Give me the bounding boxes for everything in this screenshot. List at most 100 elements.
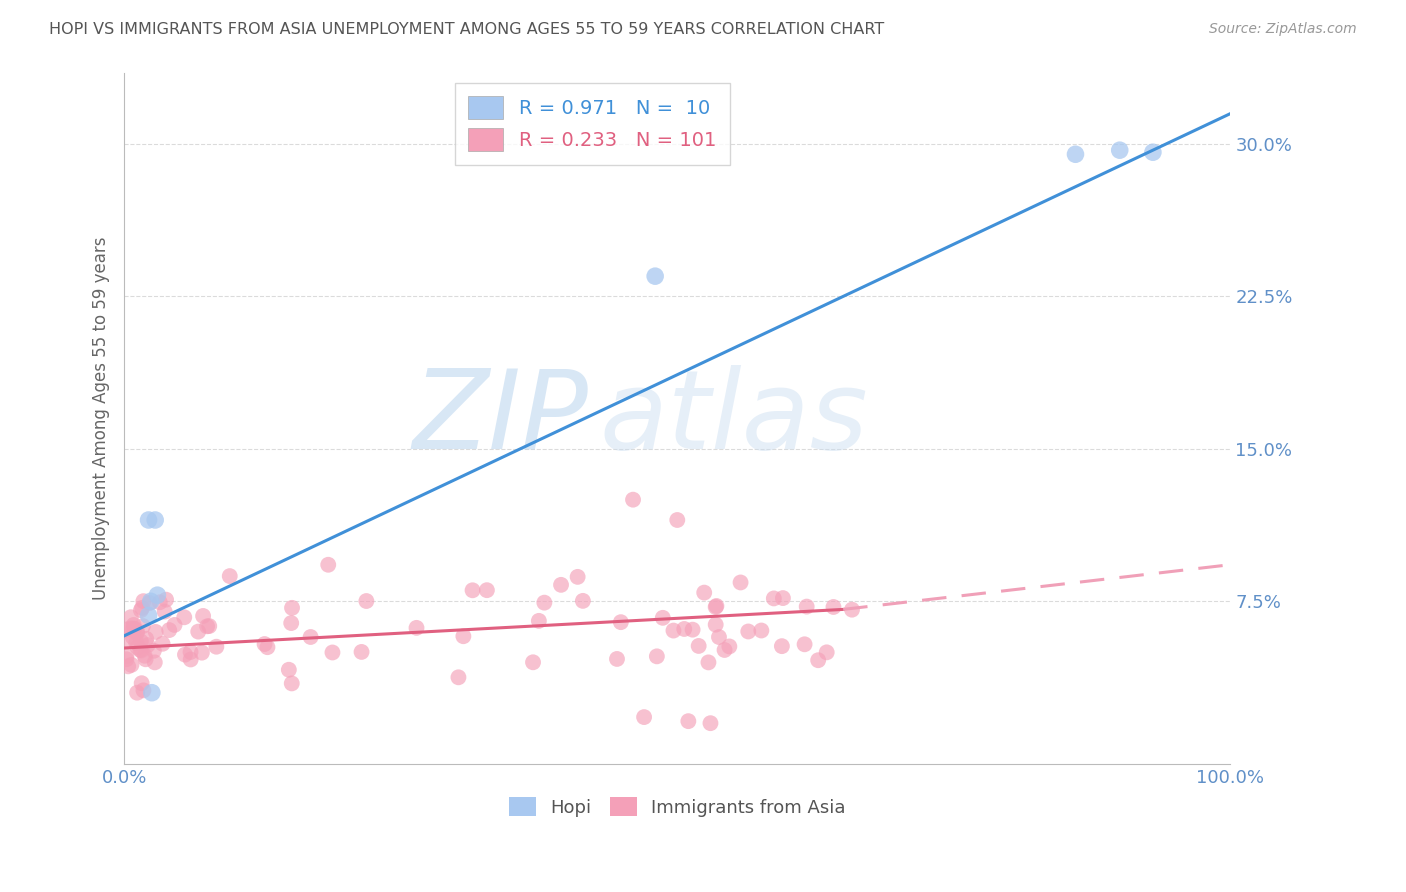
Point (135, 652, 157, 666)
Text: ZIP: ZIP (413, 365, 589, 472)
Point (138, 608, 160, 623)
Point (115, 652, 138, 666)
Point (138, 513, 160, 527)
Point (356, 594, 378, 608)
Point (645, 649, 668, 664)
Point (704, 617, 727, 632)
Point (533, 596, 555, 610)
Point (256, 640, 278, 655)
Point (132, 619, 155, 633)
Point (693, 585, 716, 599)
Text: atlas: atlas (600, 365, 869, 472)
Point (135, 632, 157, 646)
Point (134, 648, 156, 663)
Point (136, 638, 159, 652)
Point (174, 648, 197, 662)
Point (550, 578, 572, 592)
Point (143, 513, 166, 527)
Point (823, 599, 845, 614)
Point (132, 594, 155, 608)
Point (198, 619, 221, 633)
Point (706, 599, 728, 613)
Point (699, 716, 721, 731)
Point (129, 603, 152, 617)
Point (138, 596, 160, 610)
Point (143, 656, 166, 670)
Point (129, 634, 152, 648)
Point (751, 624, 773, 638)
Point (673, 622, 696, 636)
Point (730, 575, 752, 590)
Point (124, 622, 146, 636)
Point (141, 686, 163, 700)
Point (191, 609, 214, 624)
Point (606, 652, 628, 666)
Point (1108, 143, 1130, 157)
Point (316, 558, 339, 572)
Point (152, 637, 174, 651)
Point (666, 513, 689, 527)
Point (762, 591, 785, 606)
Point (707, 630, 730, 644)
Point (567, 570, 589, 584)
Point (117, 659, 139, 673)
Point (718, 640, 741, 654)
Point (572, 594, 595, 608)
Text: HOPI VS IMMIGRANTS FROM ASIA UNEMPLOYMENT AMONG AGES 55 TO 59 YEARS CORRELATION : HOPI VS IMMIGRANTS FROM ASIA UNEMPLOYMEN… (49, 22, 884, 37)
Point (121, 630, 143, 644)
Point (145, 624, 167, 639)
Point (644, 269, 666, 284)
Point (527, 614, 550, 628)
Point (678, 714, 700, 728)
Point (153, 605, 176, 619)
Point (125, 636, 148, 650)
Point (127, 686, 149, 700)
Point (772, 591, 794, 605)
Point (120, 657, 142, 672)
Point (522, 655, 544, 669)
Point (180, 652, 202, 666)
Point (815, 645, 838, 659)
Point (146, 588, 169, 602)
Point (191, 646, 214, 660)
Point (173, 610, 195, 624)
Point (253, 637, 276, 651)
Point (120, 610, 142, 624)
Point (350, 645, 373, 659)
Point (115, 633, 138, 648)
Point (205, 640, 228, 654)
Point (120, 622, 142, 636)
Point (610, 615, 633, 629)
Point (713, 643, 735, 657)
Y-axis label: Unemployment Among Ages 55 to 59 years: Unemployment Among Ages 55 to 59 years (93, 236, 110, 600)
Point (447, 670, 470, 684)
Point (122, 622, 145, 636)
Point (277, 663, 299, 677)
Point (155, 592, 177, 607)
Point (682, 623, 704, 637)
Point (125, 624, 148, 639)
Point (129, 642, 152, 657)
Point (299, 630, 322, 644)
Point (621, 492, 644, 507)
Point (180, 645, 202, 659)
Point (129, 643, 152, 657)
Point (1142, 145, 1164, 160)
Point (688, 639, 710, 653)
Point (157, 623, 180, 637)
Point (633, 710, 655, 724)
Point (281, 600, 304, 615)
Legend: Hopi, Immigrants from Asia: Hopi, Immigrants from Asia (502, 790, 853, 824)
Point (841, 602, 863, 616)
Point (131, 600, 153, 615)
Point (218, 569, 240, 583)
Point (122, 618, 145, 632)
Point (796, 599, 818, 614)
Point (115, 623, 138, 637)
Point (132, 683, 155, 698)
Point (149, 595, 172, 609)
Point (405, 621, 427, 635)
Point (704, 599, 727, 614)
Point (461, 583, 484, 598)
Point (195, 619, 218, 633)
